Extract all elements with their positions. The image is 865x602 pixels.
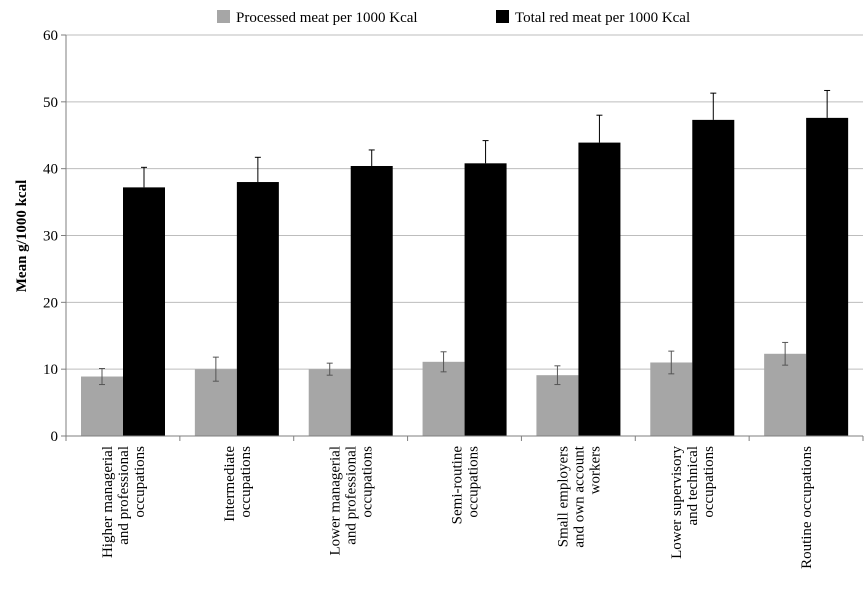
y-tick-label: 30 (43, 229, 58, 245)
category-label-line: Lower supervisory (669, 446, 685, 559)
category-label-line: Lower managerial (328, 446, 344, 556)
category-label-line: and professional (344, 446, 360, 545)
axes (61, 34, 864, 441)
category-label: Lower supervisory and technical occupation… (669, 446, 717, 559)
category-label-line: occupations (466, 446, 482, 518)
bar-processed-4 (536, 375, 579, 436)
bar-processed-3 (422, 361, 465, 436)
legend-swatch-total (496, 10, 509, 23)
category-label-line: Higher managerial (100, 446, 116, 558)
bar-processed-5 (650, 362, 693, 436)
category-label-line: occupations (701, 446, 717, 518)
category-label: Routine occupations (799, 446, 815, 569)
category-label-line: occupations (132, 446, 148, 518)
y-tick-label: 20 (43, 295, 58, 311)
gridlines (66, 34, 863, 370)
bar-total-4 (578, 142, 621, 436)
category-label-line: occupations (360, 446, 376, 518)
category-label-line: and technical (685, 446, 701, 526)
category-label-line: workers (587, 446, 603, 494)
bar-processed-0 (81, 376, 123, 436)
category-label: Small employers and own account workers (555, 445, 603, 547)
bar-total-3 (464, 163, 507, 436)
legend-label-total: Total red meat per 1000 Kcal (515, 10, 690, 26)
bar-total-1 (236, 182, 279, 436)
bar-processed-2 (308, 369, 351, 436)
bar-total-6 (806, 117, 849, 436)
y-tick-label: 40 (43, 162, 58, 178)
category-label: Semi-routine occupations (450, 446, 482, 525)
bars (81, 117, 849, 437)
bar-total-2 (350, 165, 393, 436)
category-label-line: Small employers (555, 446, 571, 547)
y-axis-label: Mean g/1000 kcal (14, 180, 30, 293)
bar-total-0 (123, 187, 165, 436)
y-tick-label: 0 (51, 429, 59, 445)
error-bars (99, 89, 831, 386)
category-label-line: Intermediate (222, 446, 238, 522)
category-label-line: Semi-routine (450, 446, 466, 525)
legend-label-processed: Processed meat per 1000 Kcal (236, 10, 418, 26)
y-tick-label: 50 (43, 95, 58, 111)
category-label: Lower managerial and professional occupati… (328, 446, 376, 556)
category-label: Intermediate occupations (222, 446, 254, 522)
category-label: Higher managerial and professional occupat… (100, 446, 148, 558)
y-tick-label: 60 (43, 28, 58, 44)
legend-swatch-processed (217, 10, 230, 23)
legend: Processed meat per 1000 Kcal Total red m… (217, 10, 690, 26)
bar-processed-6 (764, 353, 807, 436)
category-label-line: and professional (116, 446, 132, 545)
y-tick-label: 10 (43, 362, 58, 378)
bar-total-5 (692, 119, 735, 437)
category-label-line: Routine occupations (799, 446, 815, 569)
category-label-line: and own account (571, 445, 587, 547)
category-label-line: occupations (238, 446, 254, 518)
y-tick-labels: 0 10 20 30 40 50 60 (43, 28, 58, 445)
category-labels: Higher managerial and professional occupat… (100, 445, 815, 569)
